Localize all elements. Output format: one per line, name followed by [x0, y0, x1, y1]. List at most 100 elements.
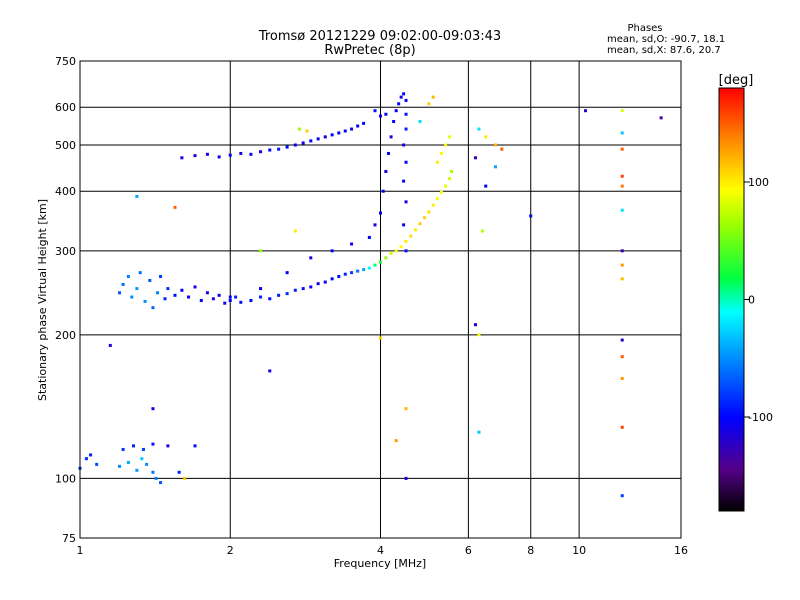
data-point: [343, 129, 347, 133]
x-tick-label: 4: [377, 544, 384, 557]
x-tick-label: 8: [527, 544, 534, 557]
data-point: [121, 447, 125, 451]
data-point: [301, 287, 305, 291]
data-point: [163, 297, 167, 301]
data-point: [620, 147, 624, 151]
phase-x-stats: mean, sd,X: 87.6, 20.7: [607, 45, 721, 56]
data-point: [480, 229, 484, 233]
data-point: [440, 151, 444, 155]
data-point: [228, 153, 232, 157]
data-point: [193, 154, 197, 158]
data-point: [159, 481, 163, 485]
data-point: [228, 299, 232, 303]
y-axis-label: Stationary phase Virtual Height [km]: [36, 199, 49, 401]
data-point: [141, 447, 145, 451]
plot-frame: [79, 60, 682, 539]
data-point: [305, 129, 309, 133]
data-point: [384, 112, 388, 116]
data-point: [217, 155, 221, 159]
data-point: [399, 245, 403, 249]
data-point: [381, 189, 385, 193]
data-point: [285, 292, 289, 296]
data-point: [285, 271, 289, 275]
data-point: [135, 194, 139, 198]
data-point: [584, 109, 588, 113]
data-point: [138, 271, 142, 275]
data-point: [379, 211, 382, 215]
data-point: [249, 152, 253, 156]
colorbar-ticks: 100 0 -100: [744, 176, 773, 424]
data-point: [309, 139, 313, 143]
data-point: [367, 266, 371, 270]
data-point: [362, 121, 366, 125]
data-point: [330, 277, 334, 281]
data-point: [205, 291, 209, 295]
data-point: [477, 127, 481, 131]
phase-o-stats: mean, sd,O: -90.7, 18.1: [607, 34, 725, 45]
grid-lines: [80, 61, 681, 538]
data-point: [373, 223, 377, 227]
data-point: [173, 205, 177, 209]
data-point: [228, 295, 232, 299]
data-point: [277, 293, 281, 297]
data-point: [448, 135, 452, 139]
y-tick-label: 750: [55, 55, 76, 68]
data-point: [118, 464, 122, 468]
data-point: [529, 214, 533, 218]
data-point: [183, 476, 187, 480]
data-point: [379, 336, 382, 340]
data-point: [494, 165, 498, 169]
data-point: [259, 150, 263, 154]
data-point: [297, 127, 301, 131]
data-point: [140, 457, 144, 461]
data-point: [293, 229, 297, 233]
data-point: [89, 453, 93, 457]
data-point: [268, 148, 272, 152]
data-point: [620, 131, 624, 135]
data-point: [323, 135, 327, 139]
data-point: [316, 137, 320, 141]
data-point: [620, 338, 624, 342]
y-tick-label: 75: [62, 532, 76, 545]
data-point: [277, 147, 281, 151]
data-point: [343, 272, 347, 276]
y-tick-label: 300: [55, 245, 76, 258]
data-point: [379, 260, 382, 264]
y-tick-label: 100: [55, 472, 76, 485]
data-point: [143, 299, 147, 303]
data-point: [362, 268, 366, 272]
data-point: [193, 285, 197, 289]
data-point: [373, 263, 377, 267]
y-axis-ticks: 75 100 200 300 400 500 600 750: [55, 55, 76, 545]
data-point: [413, 228, 417, 232]
data-point: [404, 407, 408, 411]
data-point: [126, 460, 130, 464]
x-tick-label: 1: [77, 544, 84, 557]
data-point: [404, 200, 408, 204]
data-point: [350, 127, 354, 131]
data-point: [389, 252, 393, 256]
x-axis-label: Frequency [MHz]: [334, 557, 426, 570]
data-point: [620, 208, 624, 212]
data-point: [500, 147, 504, 151]
data-point: [151, 407, 155, 411]
data-point: [418, 222, 422, 226]
data-point: [148, 278, 152, 282]
data-point: [293, 143, 297, 147]
data-point: [431, 95, 435, 99]
data-point: [389, 135, 393, 139]
data-point: [404, 239, 408, 243]
data-point: [156, 291, 160, 295]
colorbar-tick-label: -100: [748, 411, 773, 424]
data-point: [435, 197, 439, 201]
data-point: [159, 275, 163, 279]
data-point: [293, 288, 297, 292]
data-point: [145, 462, 149, 466]
data-point: [620, 425, 624, 429]
data-point: [187, 295, 191, 299]
data-point: [404, 98, 408, 102]
data-point: [620, 174, 624, 178]
data-point: [330, 133, 334, 137]
data-point: [399, 95, 403, 99]
